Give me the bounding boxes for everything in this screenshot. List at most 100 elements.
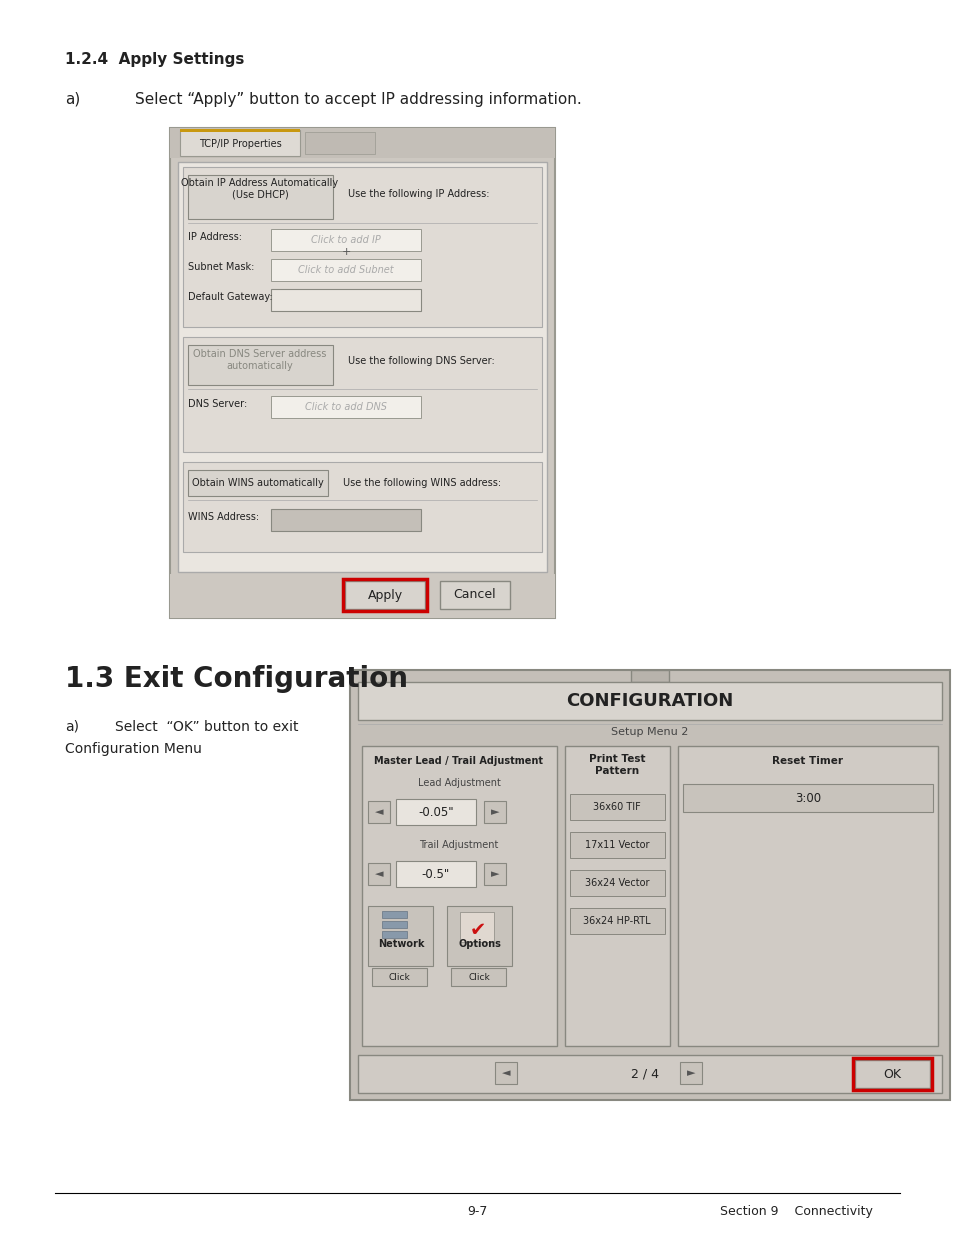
Bar [395, 861, 476, 887]
Text: Trail Adjustment: Trail Adjustment [419, 840, 498, 850]
Bar [183, 337, 541, 452]
Bar [271, 228, 420, 251]
Bar [180, 128, 299, 132]
Text: Click: Click [468, 972, 489, 982]
Bar [495, 1062, 517, 1084]
Text: 36x60 TIF: 36x60 TIF [593, 802, 640, 811]
Text: Reset Timer: Reset Timer [772, 756, 842, 766]
Bar [343, 579, 427, 611]
Text: Default Gateway:: Default Gateway: [188, 291, 273, 303]
Text: Network: Network [377, 939, 424, 948]
Bar [271, 259, 420, 282]
Bar [569, 908, 664, 934]
Text: ►: ► [490, 869, 498, 879]
Bar [564, 746, 669, 1046]
Bar [852, 1058, 931, 1091]
Bar [357, 1055, 941, 1093]
Bar [345, 580, 424, 609]
Text: Lead Adjustment: Lead Adjustment [417, 778, 500, 788]
Text: WINS Address:: WINS Address: [188, 513, 259, 522]
Text: ◄: ◄ [375, 869, 383, 879]
Text: -0.05": -0.05" [417, 805, 454, 819]
Bar [381, 921, 407, 927]
Text: Click to add DNS: Click to add DNS [305, 403, 387, 412]
Text: OK: OK [882, 1067, 900, 1081]
Text: 36x24 Vector: 36x24 Vector [584, 878, 649, 888]
Bar [180, 130, 299, 156]
Bar [682, 784, 932, 811]
Bar [630, 671, 668, 682]
Text: IP Address:: IP Address: [188, 232, 242, 242]
Bar [447, 906, 512, 966]
Text: 2 / 4: 2 / 4 [630, 1067, 659, 1081]
Bar [357, 682, 941, 720]
Text: Use the following IP Address:: Use the following IP Address: [348, 189, 489, 199]
Text: CONFIGURATION: CONFIGURATION [566, 692, 733, 710]
Bar [188, 345, 333, 385]
Bar [381, 931, 407, 939]
Bar [569, 794, 664, 820]
Text: Section 9    Connectivity: Section 9 Connectivity [720, 1205, 872, 1218]
Text: a): a) [65, 720, 79, 734]
Text: Click to add Subnet: Click to add Subnet [298, 266, 394, 275]
Bar [372, 968, 427, 986]
Text: ►: ► [686, 1068, 695, 1078]
Bar [569, 832, 664, 858]
Text: Print Test
Pattern: Print Test Pattern [588, 755, 644, 776]
Text: 17x11 Vector: 17x11 Vector [584, 840, 649, 850]
Bar [368, 863, 390, 885]
Text: Select  “OK” button to exit: Select “OK” button to exit [115, 720, 298, 734]
Text: Apply: Apply [367, 589, 402, 601]
Bar [381, 911, 407, 918]
Text: Configuration Menu: Configuration Menu [65, 742, 202, 756]
Bar [368, 906, 433, 966]
Text: ►: ► [490, 806, 498, 818]
Text: Subnet Mask:: Subnet Mask: [188, 262, 254, 272]
Text: Click to add IP: Click to add IP [311, 235, 380, 245]
Bar [483, 863, 505, 885]
Bar [170, 128, 555, 618]
Text: 9-7: 9-7 [466, 1205, 487, 1218]
Bar [178, 162, 546, 572]
Bar [170, 574, 555, 618]
Text: Click: Click [388, 972, 410, 982]
Bar [361, 746, 557, 1046]
Bar [439, 580, 510, 609]
Text: Obtain IP Address Automatically
(Use DHCP): Obtain IP Address Automatically (Use DHC… [181, 178, 338, 200]
Bar [271, 289, 420, 311]
Bar [183, 462, 541, 552]
Text: Cancel: Cancel [454, 589, 496, 601]
Text: 3:00: 3:00 [794, 792, 821, 804]
Text: Obtain WINS automatically: Obtain WINS automatically [192, 478, 323, 488]
Text: a): a) [65, 91, 80, 107]
Bar [679, 1062, 701, 1084]
Text: 1.2.4  Apply Settings: 1.2.4 Apply Settings [65, 52, 244, 67]
Bar [678, 746, 937, 1046]
Text: Setup Menu 2: Setup Menu 2 [611, 727, 688, 737]
Bar [368, 802, 390, 823]
Text: DNS Server:: DNS Server: [188, 399, 247, 409]
Text: Options: Options [458, 939, 501, 948]
Bar [170, 128, 555, 158]
Bar [569, 869, 664, 897]
Text: Master Lead / Trail Adjustment: Master Lead / Trail Adjustment [375, 756, 543, 766]
Bar [271, 509, 420, 531]
Text: 36x24 HP-RTL: 36x24 HP-RTL [582, 916, 650, 926]
Bar [483, 802, 505, 823]
Text: +: + [341, 247, 351, 257]
Text: Obtain DNS Server address
automatically: Obtain DNS Server address automatically [193, 350, 326, 370]
Text: ◄: ◄ [501, 1068, 510, 1078]
Bar [451, 968, 505, 986]
Text: Select “Apply” button to accept IP addressing information.: Select “Apply” button to accept IP addre… [135, 91, 581, 107]
Bar [395, 799, 476, 825]
Text: ✔: ✔ [469, 920, 486, 940]
Bar [188, 175, 333, 219]
Bar [350, 671, 949, 1100]
Bar [188, 471, 328, 496]
Text: Use the following DNS Server:: Use the following DNS Server: [348, 356, 495, 366]
Bar [305, 132, 375, 154]
Bar [271, 396, 420, 417]
Bar [183, 167, 541, 327]
Text: TCP/IP Properties: TCP/IP Properties [198, 140, 281, 149]
Text: 1.3 Exit Configuration: 1.3 Exit Configuration [65, 664, 408, 693]
